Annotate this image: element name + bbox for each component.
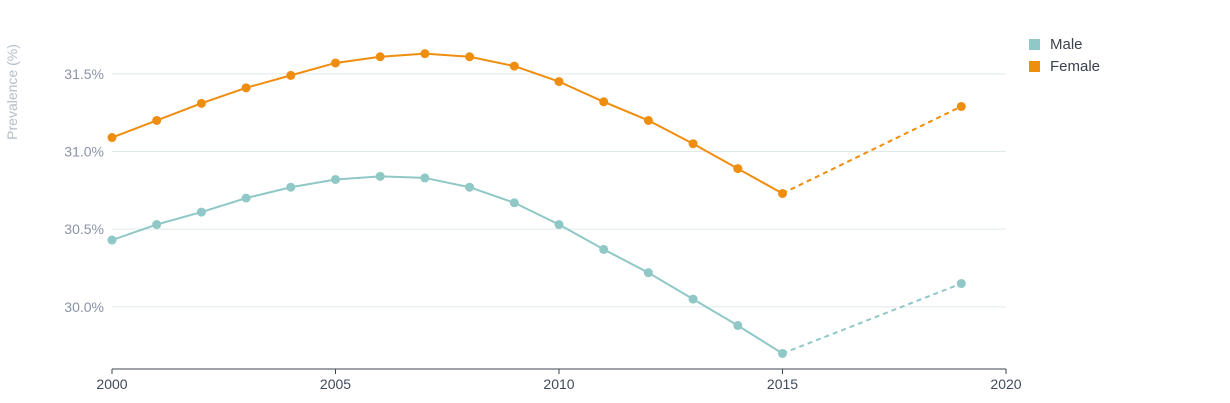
data-point-female-2013: [688, 139, 698, 149]
x-tick-label-1: 2005: [320, 376, 351, 392]
series-lines: [107, 49, 966, 358]
data-point-male-2007: [420, 173, 430, 183]
data-point-female-2009: [509, 61, 519, 71]
data-point-male-2014: [733, 321, 743, 331]
data-point-male-2005: [331, 174, 340, 184]
series-projection-male: [782, 282, 962, 355]
legend-item-female[interactable]: Female: [1029, 55, 1100, 77]
data-point-female-2004: [286, 70, 296, 80]
legend-swatch-female: [1029, 60, 1040, 72]
data-point-female-2019: [956, 101, 966, 111]
data-point-male-2009: [509, 198, 519, 208]
y-axis-title: Prevalence (%): [4, 44, 20, 140]
y-tick-label-2: 31.0%: [64, 144, 104, 160]
data-point-male-2006: [375, 171, 385, 181]
data-point-male-2003: [241, 193, 251, 203]
data-point-male-2001: [152, 220, 162, 230]
x-tick-label-3: 2015: [767, 376, 798, 392]
data-point-male-2004: [286, 182, 296, 192]
data-point-male-2019: [956, 279, 966, 289]
data-point-male-2015: [778, 348, 787, 358]
data-point-male-2010: [554, 220, 564, 230]
series-line-female: [111, 52, 783, 195]
data-point-male-2012: [643, 268, 653, 278]
data-point-female-2002: [196, 98, 206, 108]
legend-label-female: Female: [1050, 57, 1101, 75]
y-tick-label-0: 30.0%: [64, 299, 104, 315]
legend: Male Female: [1029, 33, 1100, 77]
y-tick-label-1: 30.5%: [64, 221, 104, 237]
data-point-male-2002: [196, 207, 206, 217]
data-point-female-2014: [733, 164, 743, 174]
data-point-female-2010: [554, 77, 564, 87]
legend-item-male[interactable]: Male: [1029, 33, 1100, 55]
data-point-female-2008: [465, 52, 475, 62]
data-point-male-2011: [599, 244, 609, 254]
series-line-male: [111, 175, 784, 355]
data-point-male-2000: [107, 235, 117, 245]
data-point-female-2003: [241, 83, 251, 93]
x-tick-label-4: 2020: [990, 376, 1021, 392]
data-point-female-2012: [643, 115, 653, 125]
gridlines: [112, 73, 1006, 308]
axes: 30.0% 30.5% 31.0% 31.5% 2000 2005 2010 2015 2020: [64, 66, 1021, 392]
x-tick-label-0: 2000: [96, 376, 127, 392]
y-tick-label-3: 31.5%: [64, 66, 104, 82]
data-point-female-2000: [107, 133, 117, 143]
data-point-male-2008: [465, 182, 475, 192]
legend-label-male: Male: [1050, 35, 1083, 53]
data-point-female-2011: [599, 97, 609, 107]
x-tick-label-2: 2010: [543, 376, 574, 392]
series-projection-female: [782, 105, 962, 195]
data-point-female-2015: [778, 188, 787, 198]
data-point-female-2006: [375, 52, 385, 62]
data-point-female-2007: [420, 49, 430, 59]
data-point-male-2013: [688, 294, 698, 304]
legend-swatch-male: [1029, 38, 1040, 50]
data-point-female-2001: [152, 115, 162, 125]
data-point-female-2005: [331, 58, 340, 68]
